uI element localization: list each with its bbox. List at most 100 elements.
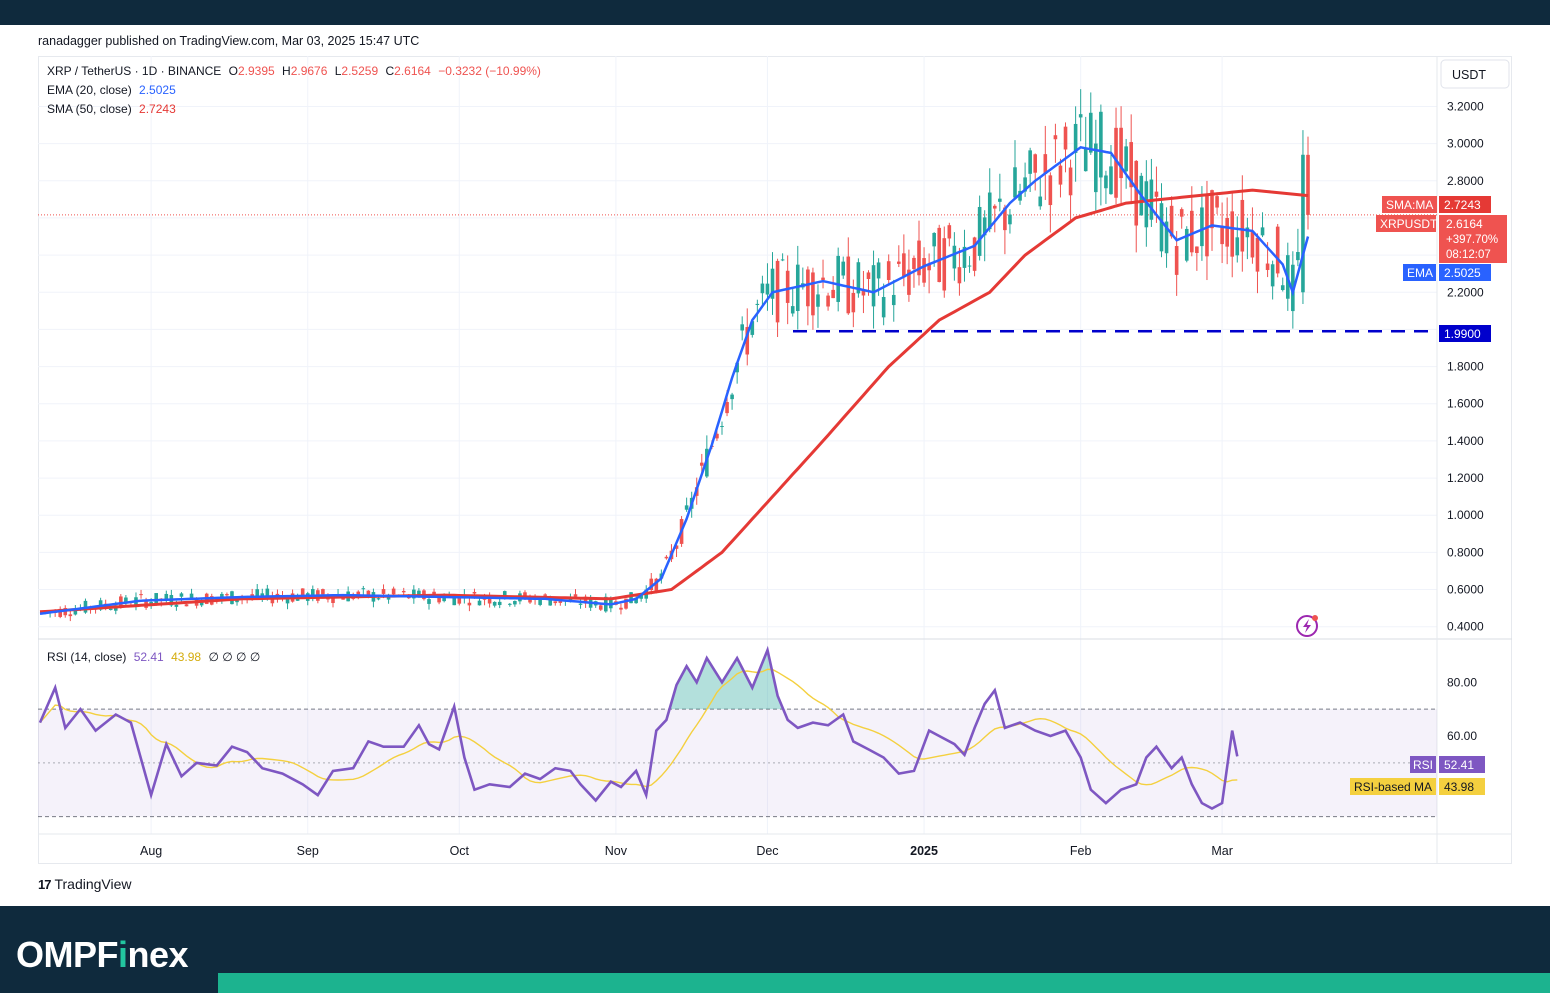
candle-body <box>917 240 921 276</box>
candle-body <box>861 289 866 296</box>
candle-body <box>1215 196 1219 208</box>
rsi-legend[interactable]: RSI (14, close) 52.41 43.98 ∅ ∅ ∅ ∅ <box>47 650 264 664</box>
candle-body <box>740 324 744 331</box>
footer-accent-bar <box>218 973 1550 993</box>
rsi-line <box>38 645 1239 810</box>
candle-body <box>250 594 254 597</box>
candle-body <box>179 593 184 597</box>
candle-body <box>1028 150 1032 174</box>
time-tick-label: 2025 <box>910 844 938 858</box>
price-tick-label: 3.2000 <box>1447 99 1484 113</box>
candle-body <box>578 603 583 605</box>
candle-body <box>907 269 911 295</box>
candle-body <box>73 609 78 615</box>
candle-body <box>674 545 679 549</box>
candle-body <box>1240 199 1245 252</box>
candle-body <box>1094 143 1098 193</box>
candle-body <box>897 261 901 264</box>
candle-body <box>265 588 270 596</box>
lightning-icon[interactable] <box>1296 615 1318 637</box>
candle-body <box>1078 114 1083 118</box>
candle-body <box>285 598 290 604</box>
ompfinex-logo[interactable]: OMPFinex <box>16 934 189 976</box>
candle-body <box>1306 154 1310 215</box>
sma-badge: SMA:MA 2.7243 <box>1382 196 1491 213</box>
ema-legend[interactable]: EMA (20, close) 2.5025 <box>47 83 180 97</box>
candle-body <box>1003 207 1007 231</box>
sma-legend[interactable]: SMA (50, close) 2.7243 <box>47 102 180 116</box>
candle-body <box>381 589 386 594</box>
candle-body <box>508 603 512 605</box>
candle-body <box>886 261 891 280</box>
candle-body <box>366 590 371 598</box>
candle-body <box>139 594 143 596</box>
candle-body <box>1109 166 1113 195</box>
candle-body <box>502 591 507 598</box>
currency-button[interactable]: USDT <box>1452 68 1486 82</box>
close-label: C <box>385 64 395 78</box>
candle-body <box>998 198 1002 202</box>
candle-body <box>310 589 315 599</box>
ema-label: EMA (20, close) <box>47 83 132 97</box>
candle-body <box>1129 142 1133 188</box>
candle-body <box>846 256 851 314</box>
candle-body <box>1200 207 1204 247</box>
candle-body <box>947 225 952 239</box>
top-bar <box>0 0 1550 25</box>
candle-body <box>1099 111 1103 178</box>
time-tick-label: Aug <box>140 844 162 858</box>
candle-body <box>957 267 962 284</box>
candle-body <box>785 270 790 303</box>
candle-body <box>927 264 931 271</box>
price-axis-ticks: 3.2000 3.0000 2.8000 2.2000 1.8000 1.6000 1.40… <box>1447 99 1484 633</box>
candle-body <box>750 321 755 335</box>
candle-body <box>962 246 967 268</box>
sma-value: 2.7243 <box>139 102 176 116</box>
rsi-extra-values: ∅ ∅ ∅ ∅ <box>208 650 261 664</box>
candle-body <box>932 232 936 247</box>
low-label: L <box>334 64 342 78</box>
price-tick-label: 2.2000 <box>1447 285 1484 299</box>
candle-body <box>619 607 623 610</box>
candle-body <box>851 292 856 313</box>
candle-body <box>573 594 578 597</box>
candle-body <box>457 595 462 604</box>
rsi-overbought-fill <box>646 650 798 710</box>
candle-body <box>664 556 669 559</box>
candle-body <box>1164 221 1169 254</box>
candle-body <box>765 283 770 295</box>
candle-body <box>1083 147 1088 172</box>
candle-body <box>391 588 396 595</box>
time-gridlines <box>150 56 1223 834</box>
candle-body <box>1255 237 1260 272</box>
candle-body <box>942 238 947 291</box>
candle-body <box>220 593 224 599</box>
rsi-label: RSI (14, close) <box>47 650 127 664</box>
candle-body <box>376 598 381 600</box>
candle-body <box>1250 230 1255 258</box>
candle-body <box>1184 228 1189 261</box>
candle-body <box>452 597 457 606</box>
chart-panel[interactable] <box>38 56 1512 864</box>
candle-body <box>1063 126 1068 150</box>
price-tick-label: 3.0000 <box>1447 137 1484 151</box>
candle-body <box>654 578 659 592</box>
candle-body <box>891 294 896 306</box>
rsi-ma-badge: RSI-based MA 43.98 <box>1350 778 1485 795</box>
candle-body <box>987 192 992 230</box>
symbol-legend[interactable]: XRP / TetherUS · 1D · BINANCE O2.9395 H2… <box>47 64 545 78</box>
currency-button-bg[interactable] <box>1440 59 1510 89</box>
candle-body <box>68 614 73 617</box>
candle-body <box>199 600 204 606</box>
svg-text:SMA:MA: SMA:MA <box>1386 198 1433 212</box>
candle-body <box>699 462 704 466</box>
rsi-ma-line <box>39 668 1238 788</box>
candle-body <box>720 426 724 428</box>
candle-body <box>866 272 871 279</box>
tradingview-logo[interactable]: 17 TradingView <box>38 876 132 892</box>
candle-body <box>770 268 775 299</box>
candle-body <box>1048 175 1053 206</box>
candle-body <box>967 265 972 267</box>
svg-text:1.9900: 1.9900 <box>1444 327 1481 341</box>
